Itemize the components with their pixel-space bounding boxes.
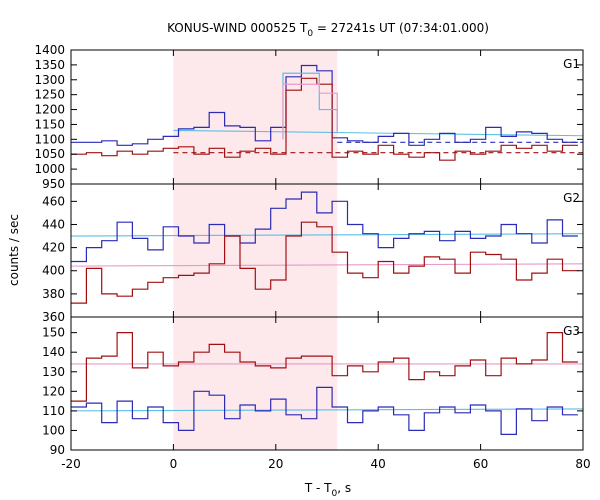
y-tick-label: 100 xyxy=(42,423,65,437)
x-tick-label: 0 xyxy=(170,457,178,471)
y-tick-label: 90 xyxy=(50,443,65,457)
background-fit-line xyxy=(70,408,584,412)
y-tick-label: 1050 xyxy=(34,147,65,161)
series-blue-line xyxy=(71,191,578,263)
y-tick-label: 1350 xyxy=(34,58,65,72)
x-tick-label: 60 xyxy=(473,457,488,471)
y-tick-label: 360 xyxy=(42,310,65,324)
y-tick-label: 420 xyxy=(42,241,65,255)
series-red-line xyxy=(71,77,578,161)
y-tick-label: 460 xyxy=(42,194,65,208)
panel-g3: 90 100 110 120 130 140 150 G3 xyxy=(42,316,584,457)
y-tick-label: 440 xyxy=(42,217,65,231)
y-tick-label: 1200 xyxy=(34,103,65,117)
x-tick-label: 40 xyxy=(371,457,386,471)
panel-label: G1 xyxy=(563,57,580,71)
y-tick-label: 1300 xyxy=(34,73,65,87)
y-tick-label: 380 xyxy=(42,287,65,301)
x-axis-label: T - T0, s xyxy=(304,481,351,499)
x-tick-label: -20 xyxy=(61,457,81,471)
y-tick-label: 130 xyxy=(42,365,65,379)
y-axis-label: counts / sec xyxy=(7,214,21,286)
panel-frame xyxy=(70,316,584,451)
y-tick-label: 150 xyxy=(42,326,65,340)
background-fit-line xyxy=(70,233,584,237)
x-tick-label: 20 xyxy=(268,457,283,471)
series-blue-line xyxy=(71,386,578,435)
background-fit-line xyxy=(173,129,584,137)
y-tick-label: 950 xyxy=(42,177,65,191)
y-tick-label: 1400 xyxy=(34,43,65,57)
y-tick-label: 140 xyxy=(42,345,65,359)
y-tick-label: 1250 xyxy=(34,88,65,102)
plot-area: 950100010501100115012001250130013501400G… xyxy=(34,43,590,471)
series-red-line xyxy=(71,221,578,304)
series-blue-line xyxy=(71,64,578,146)
panel-g2: 360 380 400 420 440 460 G2 xyxy=(42,183,584,324)
pulse-fit-line xyxy=(282,83,338,140)
y-tick-label: 1000 xyxy=(34,162,65,176)
y-tick-label: 120 xyxy=(42,384,65,398)
y-tick-label: 1150 xyxy=(34,117,65,131)
x-tick-label: 80 xyxy=(575,457,590,471)
y-tick-label: 400 xyxy=(42,264,65,278)
y-tick-label: 1100 xyxy=(34,132,65,146)
panel-label: G2 xyxy=(563,191,580,205)
panel-label: G3 xyxy=(563,324,580,338)
background-fit-line xyxy=(70,263,584,267)
series-red-line xyxy=(71,332,578,402)
shaded-interval xyxy=(173,50,338,450)
y-tick-label: 110 xyxy=(42,404,65,418)
chart-title: KONUS-WIND 000525 T0 = 27241s UT (07:34:… xyxy=(167,21,489,39)
